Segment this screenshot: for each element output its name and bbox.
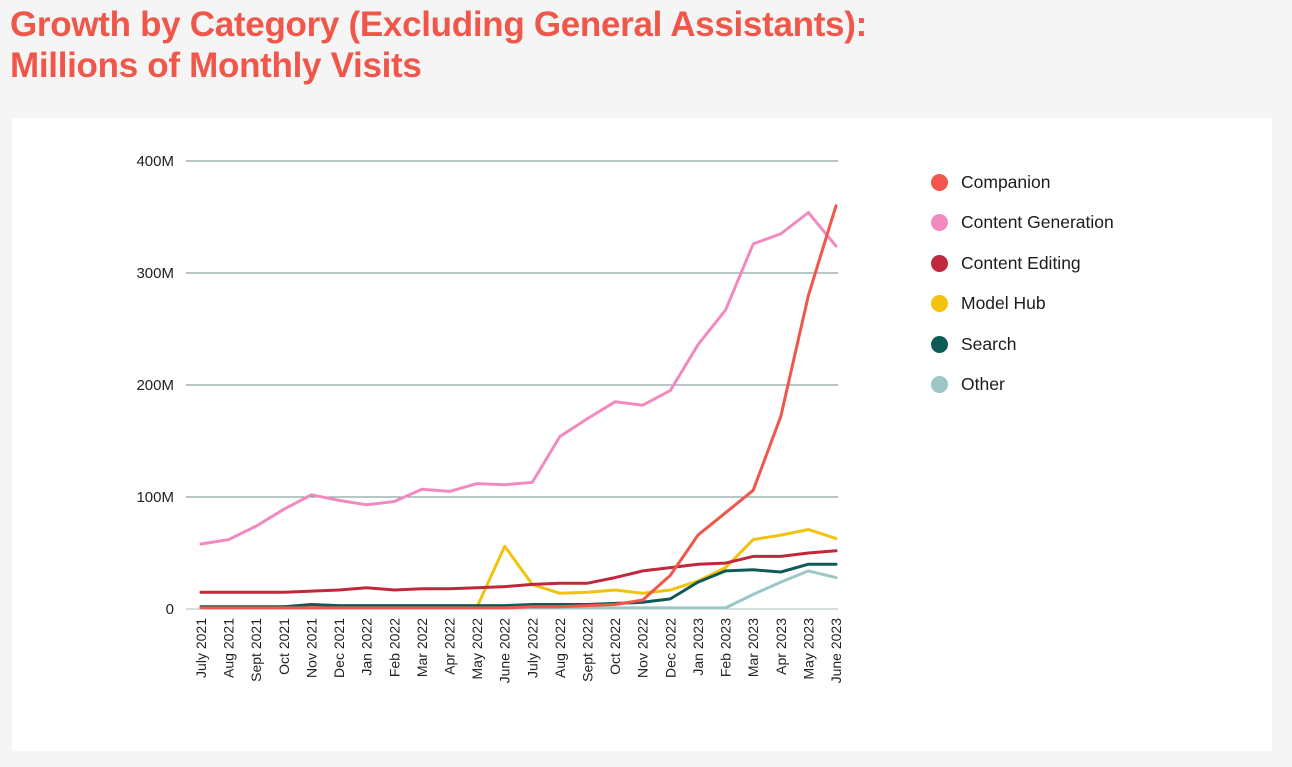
x-tick-label: Feb 2023: [718, 618, 734, 677]
legend-item-search: Search: [931, 324, 1114, 365]
series-line-content-editing: [199, 549, 838, 594]
chart-title-line-2: Millions of Monthly Visits: [10, 46, 422, 85]
x-tick-label: Nov 2022: [635, 618, 651, 678]
y-tick-label: 0: [166, 601, 174, 618]
x-axis-labels: July 2021 Aug 2021 Sept 2021 Oct 2021 Nov 20…: [193, 618, 844, 684]
series-line-companion: [199, 204, 838, 610]
series-line-other: [199, 569, 838, 610]
legend-label: Content Generation: [961, 212, 1114, 233]
series-line-model-hub: [199, 528, 838, 609]
y-tick-label: 300M: [136, 265, 174, 282]
y-tick-label: 400M: [136, 153, 174, 170]
y-tick-label: 100M: [136, 489, 174, 506]
x-tick-label: June 2022: [497, 618, 513, 684]
x-tick-label: June 2023: [828, 618, 844, 684]
x-tick-label: July 2022: [524, 618, 540, 678]
x-tick-label: Apr 2023: [773, 618, 789, 675]
x-tick-label: Nov 2021: [303, 618, 319, 678]
x-tick-label: Sept 2021: [248, 618, 264, 682]
series-line-content-generation: [199, 211, 838, 546]
x-tick-label: Oct 2021: [276, 618, 292, 675]
x-tick-label: Mar 2022: [414, 618, 430, 677]
x-tick-label: Oct 2022: [607, 618, 623, 675]
legend-label: Content Editing: [961, 252, 1081, 273]
legend-label: Other: [961, 374, 1005, 395]
legend-swatch: [931, 254, 948, 272]
legend-item-content-generation: Content Generation: [931, 203, 1114, 244]
legend-label: Search: [961, 333, 1017, 354]
chart-card: 0 100M 200M 300M 400M July 2021 Aug 2021 Sept …: [12, 118, 1272, 751]
x-tick-label: Apr 2022: [441, 618, 457, 675]
legend-swatch: [931, 214, 948, 232]
x-tick-label: Dec 2022: [662, 618, 678, 678]
x-tick-label: Dec 2021: [331, 618, 347, 678]
line-chart: 0 100M 200M 300M 400M July 2021 Aug 2021 Sept …: [136, 153, 844, 684]
x-tick-label: Mar 2023: [745, 618, 761, 677]
x-tick-label: Feb 2022: [386, 618, 402, 677]
legend-swatch: [931, 376, 948, 394]
legend-label: Companion: [961, 171, 1051, 192]
chart-title: Growth by Category (Excluding General As…: [10, 4, 867, 86]
grid-lines: [186, 160, 838, 610]
legend-label: Model Hub: [961, 293, 1046, 314]
x-tick-label: Aug 2022: [552, 618, 568, 678]
legend-swatch: [931, 295, 948, 313]
legend-swatch: [931, 173, 948, 191]
x-tick-label: May 2023: [800, 618, 816, 680]
legend: Companion Content Generation Content Editi…: [931, 162, 1114, 405]
x-tick-label: July 2021: [193, 618, 209, 678]
legend-item-other: Other: [931, 365, 1114, 406]
x-tick-label: May 2022: [469, 618, 485, 680]
legend-item-companion: Companion: [931, 162, 1114, 203]
x-tick-label: Aug 2021: [221, 618, 237, 678]
y-tick-label: 200M: [136, 377, 174, 394]
legend-item-content-editing: Content Editing: [931, 243, 1114, 284]
chart-title-line-1: Growth by Category (Excluding General As…: [10, 5, 867, 44]
x-tick-label: Sept 2022: [580, 618, 596, 682]
x-tick-label: Jan 2023: [690, 618, 706, 676]
x-tick-label: Jan 2022: [359, 618, 375, 676]
legend-swatch: [931, 335, 948, 353]
series-line-search: [199, 562, 838, 609]
series-lines: [199, 204, 838, 610]
y-axis-labels: 0 100M 200M 300M 400M: [136, 153, 174, 618]
legend-item-model-hub: Model Hub: [931, 284, 1114, 325]
